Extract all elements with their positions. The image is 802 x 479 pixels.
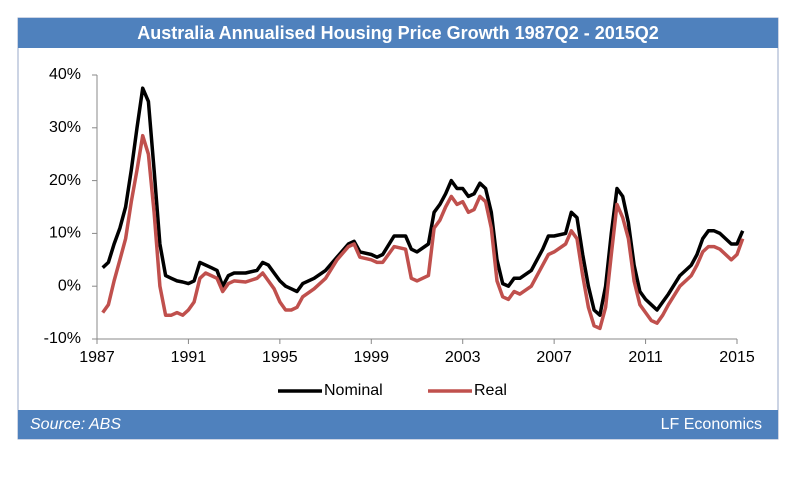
x-tick-label: 2015 [719, 349, 755, 366]
legend-label: Real [474, 382, 507, 399]
series-line [101, 133, 745, 331]
y-tick-label: 10% [49, 225, 81, 242]
y-tick-label: -10% [44, 330, 81, 347]
y-tick-label: 40% [49, 66, 81, 83]
y-tick-label: 0% [58, 277, 81, 294]
x-tick-label: 1995 [262, 349, 298, 366]
x-tick-label: 1991 [171, 349, 207, 366]
footer-bar [18, 410, 778, 439]
title-bar [18, 18, 778, 48]
credit: LF Economics [661, 416, 762, 433]
legend-label: Nominal [324, 382, 383, 399]
x-tick-label: 2007 [536, 349, 572, 366]
frame [17, 17, 779, 440]
y-tick-label: 30% [49, 119, 81, 136]
source: Source: ABS [30, 416, 121, 433]
series-line [101, 86, 745, 317]
x-tick-label: 1999 [353, 349, 389, 366]
x-tick-label: 2011 [628, 349, 663, 366]
y-tick-label: 20% [49, 172, 81, 189]
x-tick-label: 2003 [445, 349, 481, 366]
x-tick-label: 1987 [79, 349, 115, 366]
chart-title: Australia Annualised Housing Price Growt… [137, 23, 659, 43]
